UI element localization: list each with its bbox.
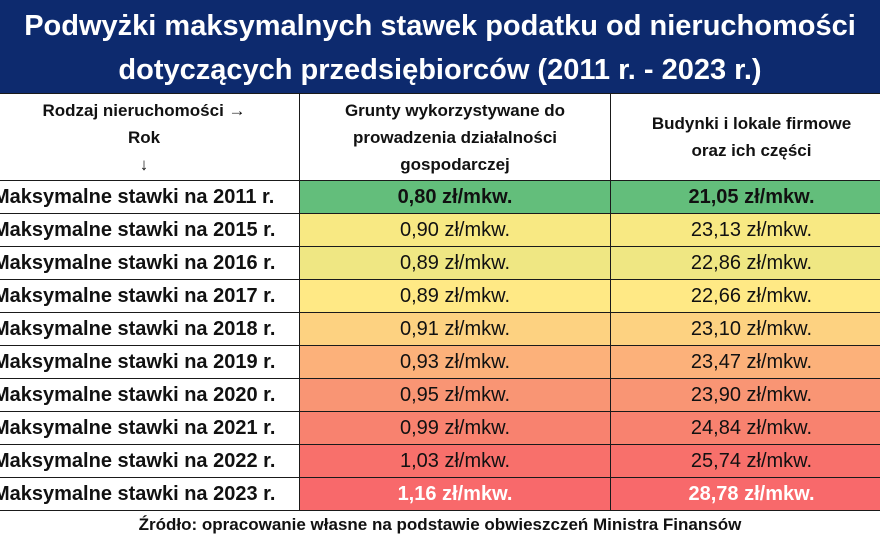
table-row: Maksymalne stawki na 2017 r. 0,89 zł/mkw… (0, 279, 880, 313)
header-cell-property-type: Rodzaj nieruchomości → Rok ↓ (0, 93, 300, 181)
row-label: Maksymalne stawki na 2020 r. (0, 378, 300, 412)
row-label: Maksymalne stawki na 2022 r. (0, 444, 300, 478)
table-row: Maksymalne stawki na 2019 r. 0,93 zł/mkw… (0, 345, 880, 379)
building-rate-cell: 28,78 zł/mkw. (610, 477, 880, 511)
building-rate-cell: 25,74 zł/mkw. (610, 444, 880, 478)
building-rate-cell: 22,66 zł/mkw. (610, 279, 880, 313)
building-rate-cell: 23,90 zł/mkw. (610, 378, 880, 412)
land-rate-cell: 0,99 zł/mkw. (299, 411, 611, 445)
header-text: prowadzenia działalności (352, 127, 558, 147)
land-rate-cell: 1,16 zł/mkw. (299, 477, 611, 511)
building-rate-cell: 23,13 zł/mkw. (610, 213, 880, 247)
table-header-row: Rodzaj nieruchomości → Rok ↓ Grunty wyko… (0, 93, 880, 181)
building-rate-cell: 23,47 zł/mkw. (610, 345, 880, 379)
title-line-1: Podwyżki maksymalnych stawek podatku od … (24, 10, 856, 42)
row-label: Maksymalne stawki na 2016 r. (0, 246, 300, 280)
land-rate-cell: 0,91 zł/mkw. (299, 312, 611, 346)
table-row: Maksymalne stawki na 2018 r. 0,91 zł/mkw… (0, 312, 880, 346)
land-rate-cell: 0,80 zł/mkw. (299, 180, 611, 214)
building-rate-cell: 22,86 zł/mkw. (610, 246, 880, 280)
source-note: Źródło: opracowanie własne na podstawie … (138, 515, 742, 534)
land-rate-cell: 0,90 zł/mkw. (299, 213, 611, 247)
header-text: oraz ich części (691, 141, 812, 160)
building-rate-cell: 21,05 zł/mkw. (610, 180, 880, 214)
row-label: Maksymalne stawki na 2017 r. (0, 279, 300, 313)
down-arrow: ↓ (139, 154, 149, 174)
row-label: Maksymalne stawki na 2018 r. (0, 312, 300, 346)
building-rate-cell: 24,84 zł/mkw. (610, 411, 880, 445)
row-label: Maksymalne stawki na 2023 r. (0, 477, 300, 511)
table-row: Maksymalne stawki na 2023 r. 1,16 zł/mkw… (0, 477, 880, 511)
table-row: Maksymalne stawki na 2022 r. 1,03 zł/mkw… (0, 444, 880, 478)
building-rate-cell: 23,10 zł/mkw. (610, 312, 880, 346)
header-cell-land: Grunty wykorzystywane do prowadzenia dzi… (299, 93, 611, 181)
header-text: Rodzaj nieruchomości → (42, 100, 246, 120)
header-text: gospodarczej (400, 154, 510, 174)
table-row: Maksymalne stawki na 2015 r. 0,90 zł/mkw… (0, 213, 880, 247)
header-text: Budynki i lokale firmowe (651, 114, 852, 133)
table-row: Maksymalne stawki na 2016 r. 0,89 zł/mkw… (0, 246, 880, 280)
land-rate-cell: 0,89 zł/mkw. (299, 246, 611, 280)
header-text: Rok (127, 127, 161, 147)
table-row: Maksymalne stawki na 2011 r. 0,80 zł/mkw… (0, 180, 880, 214)
table-row: Maksymalne stawki na 2021 r. 0,99 zł/mkw… (0, 411, 880, 445)
header-cell-buildings: Budynki i lokale firmowe oraz ich części (610, 93, 880, 181)
row-label: Maksymalne stawki na 2015 r. (0, 213, 300, 247)
table-row: Maksymalne stawki na 2020 r. 0,95 zł/mkw… (0, 378, 880, 412)
title-banner: Podwyżki maksymalnych stawek podatku od … (0, 0, 880, 93)
land-rate-cell: 0,89 zł/mkw. (299, 279, 611, 313)
title-line-2: dotyczących przedsiębiorców (2011 r. - 2… (118, 54, 762, 86)
land-rate-cell: 1,03 zł/mkw. (299, 444, 611, 478)
row-label: Maksymalne stawki na 2011 r. (0, 180, 300, 214)
row-label: Maksymalne stawki na 2019 r. (0, 345, 300, 379)
land-rate-cell: 0,95 zł/mkw. (299, 378, 611, 412)
tax-rates-table: Rodzaj nieruchomości → Rok ↓ Grunty wyko… (0, 93, 880, 511)
land-rate-cell: 0,93 zł/mkw. (299, 345, 611, 379)
header-text: Grunty wykorzystywane do (344, 100, 566, 120)
row-label: Maksymalne stawki na 2021 r. (0, 411, 300, 445)
